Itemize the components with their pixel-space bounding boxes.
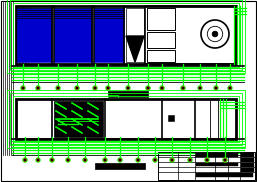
Bar (241, 153, 254, 157)
Bar (16, 99, 236, 139)
Bar (147, 8, 175, 30)
Bar (7, 90, 245, 148)
Bar (147, 50, 175, 62)
Circle shape (181, 86, 185, 90)
Bar (241, 168, 254, 172)
Circle shape (36, 86, 40, 90)
Circle shape (205, 158, 209, 162)
Bar (94, 8, 124, 62)
Circle shape (83, 158, 87, 162)
Circle shape (154, 159, 156, 161)
Circle shape (37, 87, 39, 89)
Bar (158, 152, 255, 180)
Circle shape (223, 158, 227, 162)
Bar (10, 93, 242, 145)
Circle shape (161, 87, 163, 89)
Bar (16, 6, 236, 64)
Bar (126, 8, 144, 62)
Circle shape (22, 87, 24, 89)
Circle shape (84, 159, 86, 161)
Circle shape (51, 159, 53, 161)
Circle shape (189, 159, 191, 161)
Circle shape (198, 86, 202, 90)
Circle shape (207, 26, 223, 42)
Circle shape (118, 158, 122, 162)
Circle shape (212, 31, 218, 37)
Circle shape (76, 87, 78, 89)
Bar (241, 158, 254, 162)
Bar (241, 163, 254, 167)
Circle shape (160, 86, 164, 90)
Circle shape (228, 86, 232, 90)
Circle shape (170, 158, 174, 162)
Circle shape (94, 87, 96, 89)
Polygon shape (126, 36, 144, 62)
Circle shape (229, 87, 231, 89)
Circle shape (67, 159, 69, 161)
Circle shape (171, 159, 173, 161)
Bar (108, 95, 118, 100)
Circle shape (36, 158, 40, 162)
Circle shape (188, 158, 192, 162)
Circle shape (119, 159, 121, 161)
Circle shape (147, 87, 149, 89)
Circle shape (153, 158, 157, 162)
Circle shape (146, 86, 150, 90)
Circle shape (136, 158, 140, 162)
Circle shape (56, 86, 60, 90)
Circle shape (57, 87, 59, 89)
Bar (95, 163, 145, 169)
Circle shape (137, 159, 139, 161)
Circle shape (126, 86, 130, 90)
Circle shape (21, 86, 25, 90)
Bar (196, 173, 253, 177)
Bar (145, 6, 236, 64)
Bar (168, 115, 174, 121)
Circle shape (224, 159, 226, 161)
Circle shape (24, 159, 26, 161)
Bar (196, 153, 238, 157)
Circle shape (103, 158, 107, 162)
Circle shape (215, 87, 217, 89)
Bar (17, 8, 52, 62)
Circle shape (93, 86, 97, 90)
Circle shape (106, 86, 110, 90)
Circle shape (50, 158, 54, 162)
Circle shape (37, 159, 39, 161)
Bar (7, 0, 245, 73)
Circle shape (75, 86, 79, 90)
Bar (54, 8, 92, 62)
Bar (54, 101, 103, 137)
Circle shape (182, 87, 184, 89)
Bar (147, 32, 175, 48)
Bar (196, 163, 238, 166)
Circle shape (201, 20, 229, 48)
Bar (13, 3, 239, 67)
Circle shape (206, 159, 208, 161)
Circle shape (23, 158, 27, 162)
Circle shape (104, 159, 106, 161)
Circle shape (199, 87, 201, 89)
Bar (108, 91, 148, 97)
Bar (10, 0, 242, 70)
Bar (13, 96, 239, 142)
Circle shape (107, 87, 109, 89)
Circle shape (127, 87, 129, 89)
Circle shape (66, 158, 70, 162)
Circle shape (214, 86, 218, 90)
